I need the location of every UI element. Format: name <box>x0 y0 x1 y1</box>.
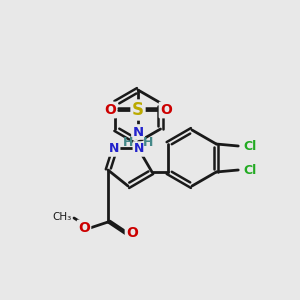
Text: S: S <box>132 101 144 119</box>
Text: N: N <box>109 142 119 155</box>
Text: H: H <box>123 136 133 148</box>
Text: O: O <box>78 221 90 235</box>
Text: CH₃: CH₃ <box>53 212 72 222</box>
Text: N: N <box>132 125 144 139</box>
Text: H: H <box>143 136 153 148</box>
Text: Cl: Cl <box>244 164 257 176</box>
Text: Cl: Cl <box>244 140 257 152</box>
Text: O: O <box>160 103 172 117</box>
Text: O: O <box>126 226 138 240</box>
Text: N: N <box>134 142 144 155</box>
Text: O: O <box>104 103 116 117</box>
